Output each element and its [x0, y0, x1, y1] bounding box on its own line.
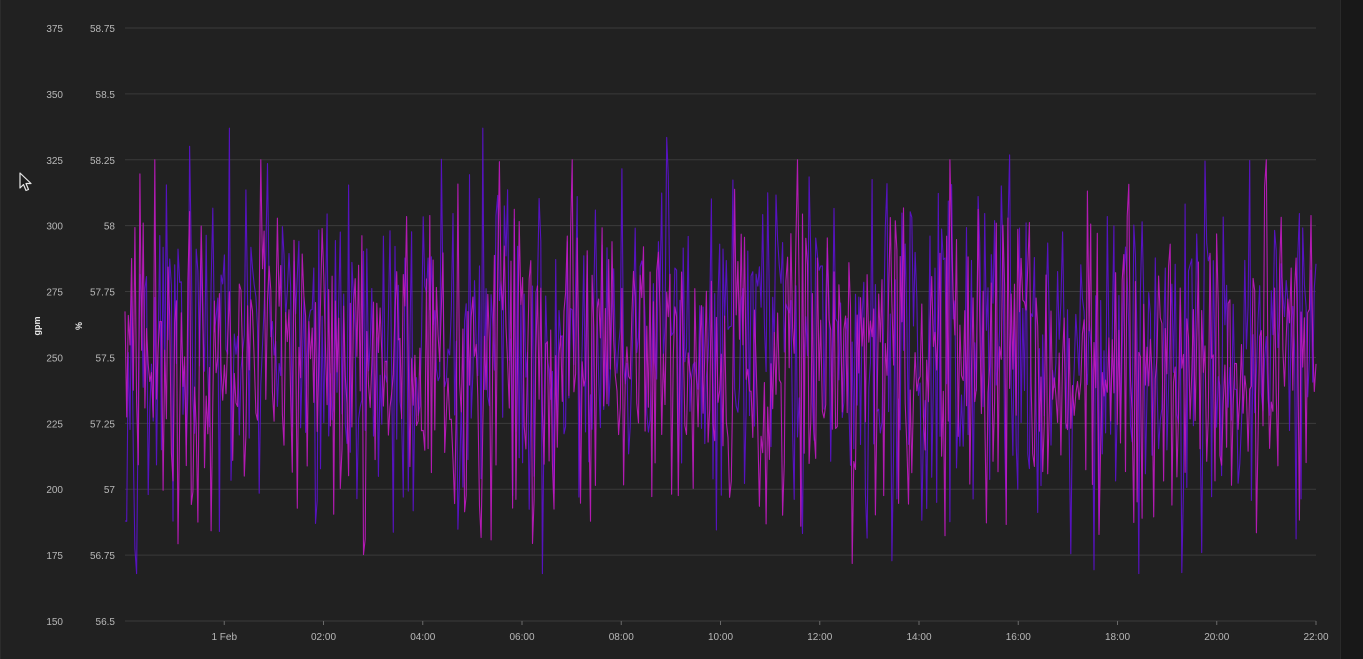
y-axis-right-title: %	[74, 322, 84, 330]
y-right-tick-label: 57	[104, 485, 116, 496]
x-tick-label: 16:00	[1006, 632, 1031, 643]
series-line-gpm[interactable]	[124, 127, 1317, 575]
y-left-tick-label: 300	[46, 222, 63, 233]
y-left-tick-label: 350	[46, 90, 63, 101]
y-right-tick-label: 57.25	[90, 419, 115, 430]
y-left-tick-label: 325	[46, 156, 63, 167]
x-tick-label: 06:00	[509, 632, 534, 643]
x-tick-label: 20:00	[1204, 632, 1229, 643]
y-left-tick-label: 200	[46, 485, 63, 496]
y-left-tick-label: 150	[46, 617, 63, 628]
x-tick-label: 18:00	[1105, 632, 1130, 643]
x-tick-label: 12:00	[807, 632, 832, 643]
series-layer	[124, 127, 1317, 575]
y-axis-left: 375 350 325 300 275 250 225 200 175 150	[46, 24, 63, 628]
y-right-tick-label: 58	[104, 222, 116, 233]
x-tick-label: 10:00	[708, 632, 733, 643]
y-axis-right: 58.75 58.5 58.25 58 57.75 57.5 57.25 57 56.75 56.…	[90, 24, 115, 628]
y-axis-left-title: gpm	[32, 317, 42, 336]
y-right-tick-label: 58.75	[90, 24, 115, 35]
y-right-tick-label: 56.5	[96, 617, 116, 628]
x-tick-label: 02:00	[311, 632, 336, 643]
x-tick-label: 04:00	[410, 632, 435, 643]
y-left-tick-label: 375	[46, 24, 63, 35]
y-right-tick-label: 57.5	[96, 353, 116, 364]
y-left-tick-label: 275	[46, 288, 63, 299]
y-left-tick-label: 250	[46, 353, 63, 364]
x-axis: 1 Feb 02:00 04:00 06:00 08:00 10:00 12:00 14:00…	[211, 621, 1329, 643]
x-tick-label: 22:00	[1303, 632, 1328, 643]
scrollbar[interactable]	[1340, 0, 1363, 659]
y-right-tick-label: 58.25	[90, 156, 115, 167]
series-line-percent[interactable]	[124, 159, 1317, 565]
y-right-tick-label: 57.75	[90, 288, 115, 299]
y-right-tick-label: 58.5	[96, 90, 116, 101]
x-tick-label: 08:00	[609, 632, 634, 643]
x-tick-label: 1 Feb	[211, 632, 237, 643]
y-right-tick-label: 56.75	[90, 551, 115, 562]
y-left-tick-label: 175	[46, 551, 63, 562]
mouse-pointer-icon	[19, 172, 32, 192]
x-tick-label: 14:00	[906, 632, 931, 643]
y-left-tick-label: 225	[46, 419, 63, 430]
